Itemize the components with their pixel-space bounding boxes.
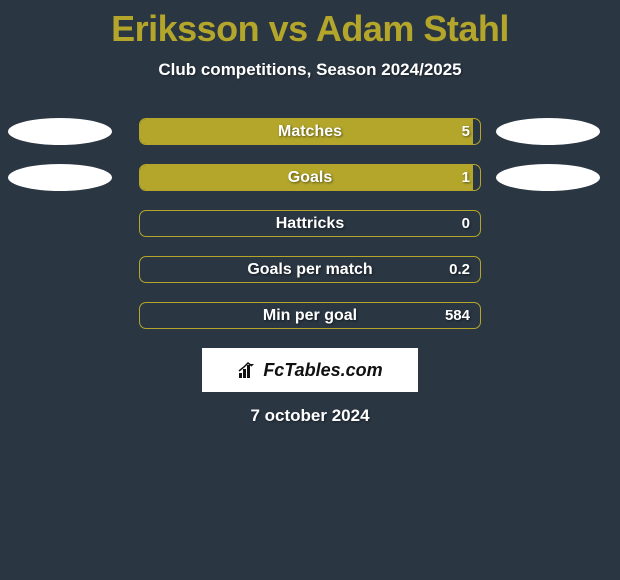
stats-content: Matches5Goals1Hattricks0Goals per match0… [0, 118, 620, 426]
stat-row: Goals1 [0, 164, 620, 191]
stat-label: Min per goal [140, 303, 480, 328]
stat-value: 0.2 [449, 257, 470, 282]
stat-row: Matches5 [0, 118, 620, 145]
stat-label: Goals per match [140, 257, 480, 282]
stat-row: Goals per match0.2 [0, 256, 620, 283]
stat-label: Matches [140, 119, 480, 144]
stat-value: 584 [445, 303, 470, 328]
player-left-ellipse [8, 164, 112, 191]
player-right-ellipse [496, 118, 600, 145]
stat-bar: Goals per match0.2 [139, 256, 481, 283]
player-left-ellipse [8, 118, 112, 145]
date-text: 7 october 2024 [0, 406, 620, 426]
stat-value: 0 [462, 211, 470, 236]
stat-row: Min per goal584 [0, 302, 620, 329]
stat-bar: Min per goal584 [139, 302, 481, 329]
stat-value: 5 [462, 119, 470, 144]
page-subtitle: Club competitions, Season 2024/2025 [0, 60, 620, 80]
stat-value: 1 [462, 165, 470, 190]
page-title: Eriksson vs Adam Stahl [0, 8, 620, 50]
fctables-logo[interactable]: FcTables.com [202, 348, 418, 392]
stat-label: Hattricks [140, 211, 480, 236]
logo-text: FcTables.com [263, 360, 382, 381]
header: Eriksson vs Adam Stahl Club competitions… [0, 0, 620, 80]
stat-row: Hattricks0 [0, 210, 620, 237]
chart-icon [237, 361, 259, 379]
stat-label: Goals [140, 165, 480, 190]
stat-bar: Matches5 [139, 118, 481, 145]
stat-bar: Goals1 [139, 164, 481, 191]
player-right-ellipse [496, 164, 600, 191]
stat-bar: Hattricks0 [139, 210, 481, 237]
